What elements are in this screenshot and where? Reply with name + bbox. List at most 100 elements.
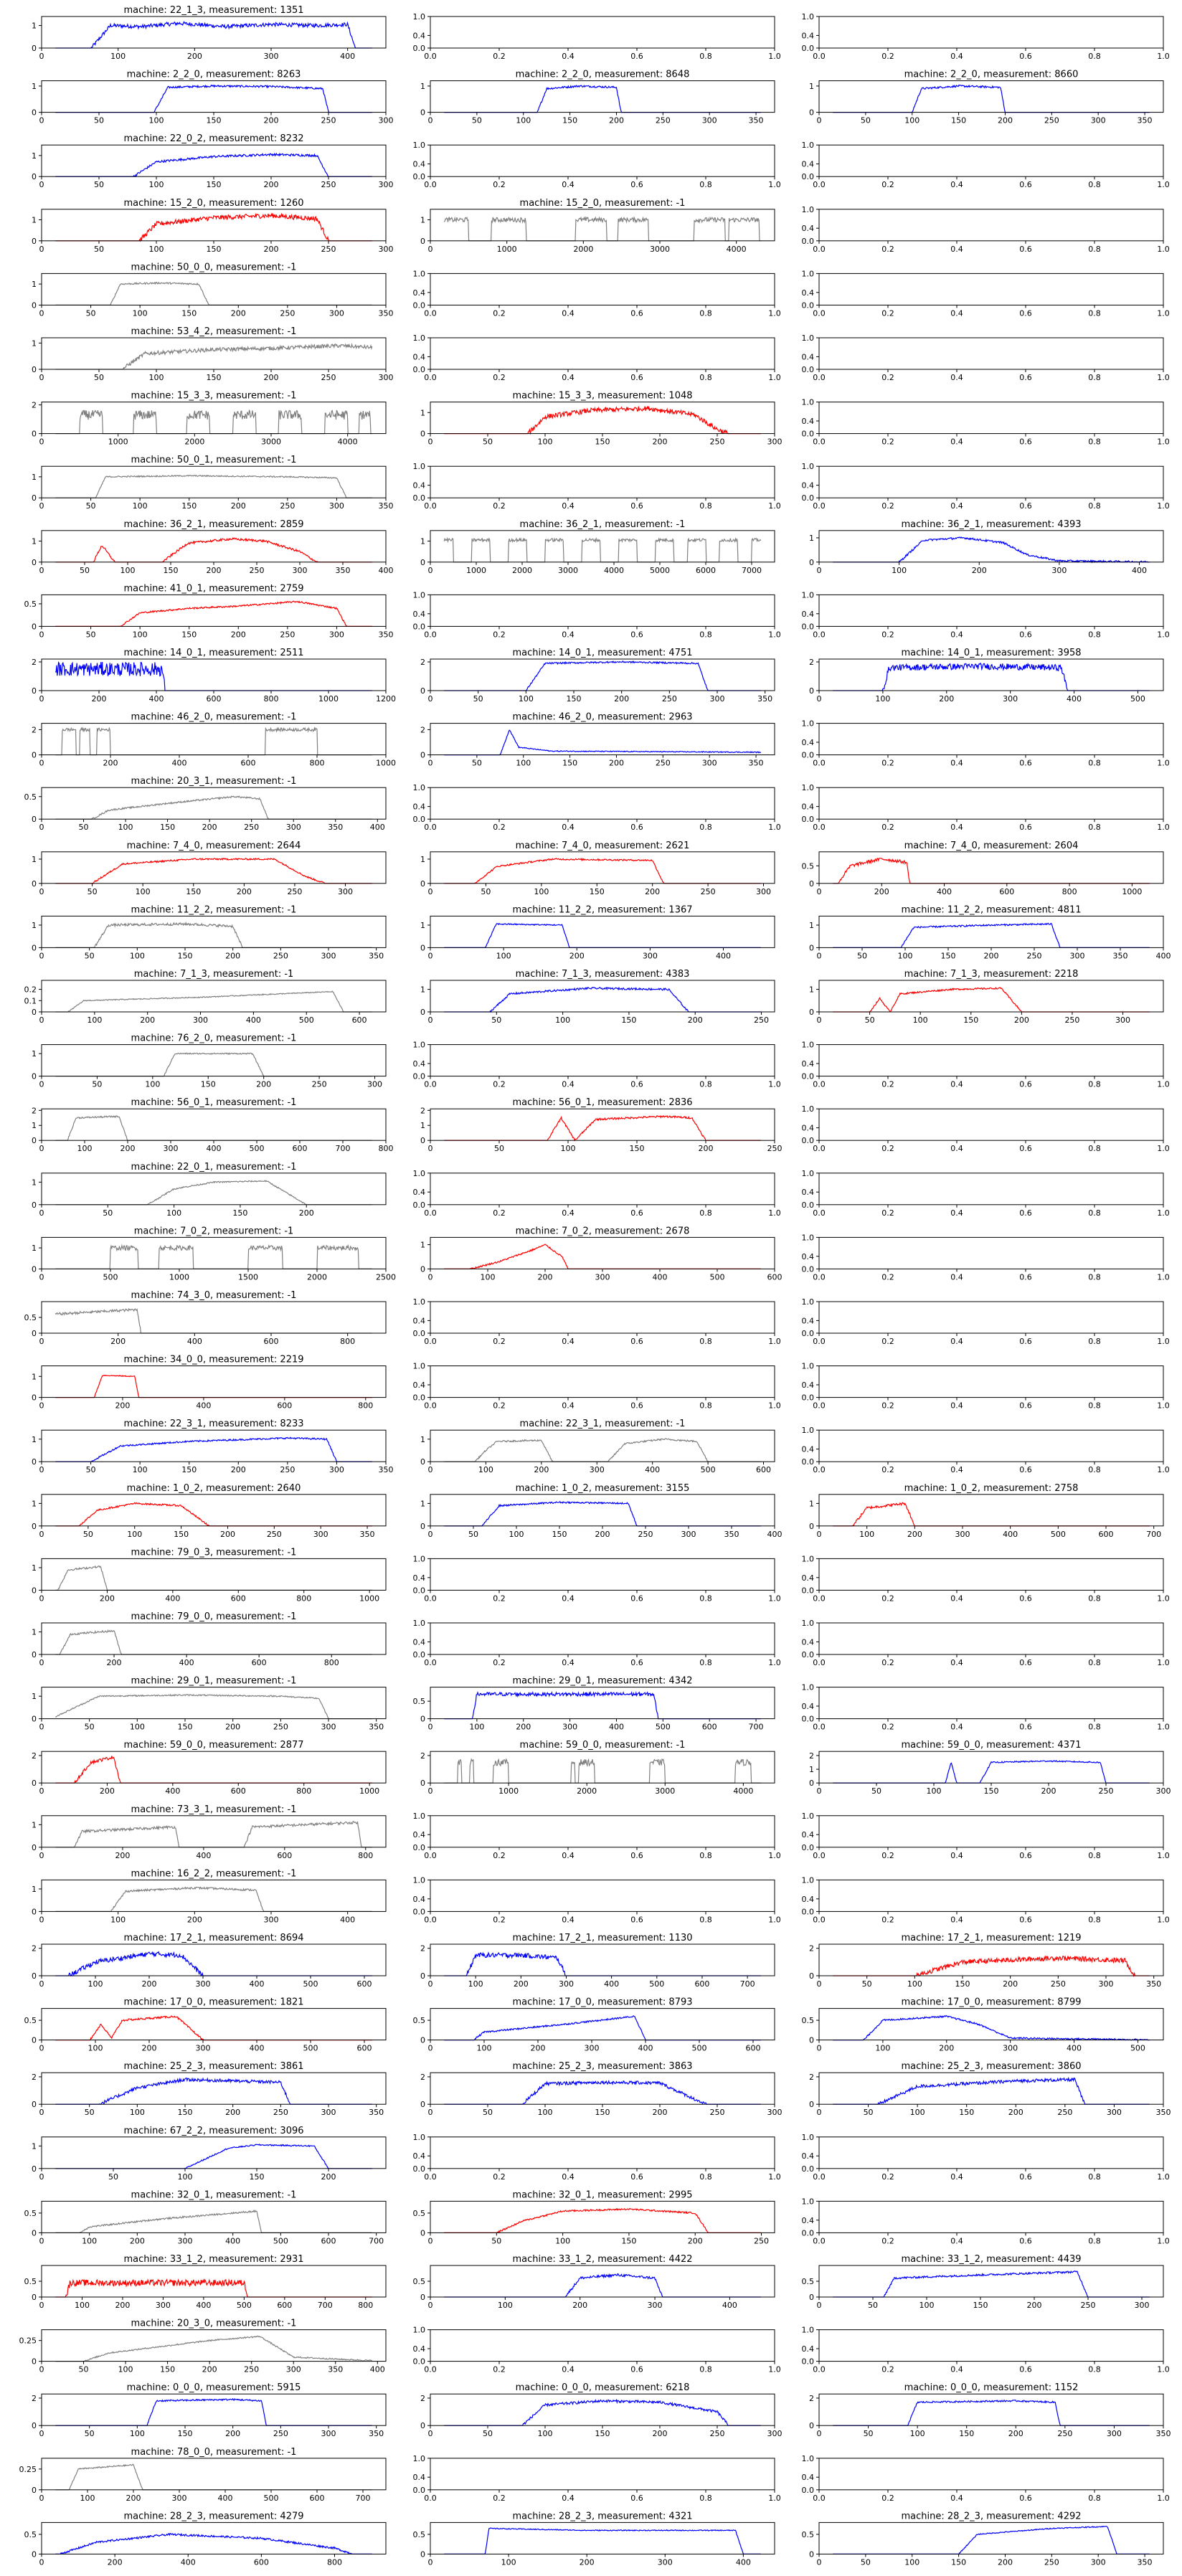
x-tick-label: 250 bbox=[1081, 2301, 1096, 2310]
x-tick-label: 100 bbox=[166, 1208, 181, 1218]
axes-frame bbox=[41, 2265, 387, 2298]
x-tick-label: 300 bbox=[367, 1080, 382, 1089]
x-tick-label: 0 bbox=[39, 437, 44, 447]
x-tick-label: 4000 bbox=[338, 437, 358, 447]
x-tick-label: 0.0 bbox=[424, 1401, 437, 1411]
x-tick-label: 1.0 bbox=[1157, 2172, 1170, 2182]
y-tick-label: 1.0 bbox=[802, 1233, 815, 1242]
axes-frame bbox=[430, 144, 775, 177]
x-tick-label: 100 bbox=[875, 2044, 890, 2053]
y-tick-label: 0.4 bbox=[413, 1316, 426, 1325]
x-tick-label: 200 bbox=[653, 437, 668, 447]
x-tick-label: 0 bbox=[39, 2236, 44, 2245]
x-tick-label: 150 bbox=[232, 1208, 247, 1218]
subplot: 0.0 0.2 0.4 0.6 0.8 1.0 0.0 0.4 1.0 bbox=[413, 1362, 781, 1411]
x-tick-label: 0.6 bbox=[1019, 1915, 1032, 1924]
y-tick-label: 1 bbox=[420, 985, 425, 995]
x-tick-label: 1.0 bbox=[768, 1337, 781, 1346]
series-line bbox=[55, 212, 372, 242]
x-tick-label: 400 bbox=[196, 1851, 211, 1860]
x-tick-label: 0.2 bbox=[881, 2236, 894, 2245]
x-tick-label: 50 bbox=[85, 2108, 95, 2117]
x-tick-label: 300 bbox=[1070, 951, 1085, 960]
x-tick-label: 50 bbox=[483, 2429, 493, 2438]
subplot: 0.0 0.2 0.4 0.6 0.8 1.0 0.0 0.4 1.0 bbox=[802, 1875, 1170, 1924]
x-tick-label: 0.4 bbox=[562, 308, 575, 318]
x-tick-label: 0.2 bbox=[493, 630, 506, 639]
x-tick-label: 600 bbox=[746, 2044, 761, 2053]
y-tick-label: 0 bbox=[809, 2100, 814, 2109]
x-tick-label: 200 bbox=[321, 2172, 336, 2182]
x-tick-label: 1.0 bbox=[1157, 245, 1170, 254]
x-tick-label: 0.6 bbox=[1019, 180, 1032, 189]
x-tick-label: 350 bbox=[757, 694, 772, 704]
axes-frame bbox=[41, 1301, 387, 1334]
y-tick-label: 2 bbox=[32, 2394, 37, 2403]
x-tick-label: 700 bbox=[369, 2236, 384, 2245]
y-tick-label: 1.0 bbox=[413, 1619, 426, 1628]
y-tick-label: 1 bbox=[420, 1121, 425, 1130]
y-tick-label: 0 bbox=[32, 2486, 37, 2495]
x-tick-label: 300 bbox=[196, 2044, 211, 2053]
x-tick-label: 200 bbox=[998, 116, 1013, 126]
x-tick-label: 0 bbox=[39, 630, 44, 639]
y-tick-label: 1.0 bbox=[802, 462, 815, 471]
y-tick-label: 0.4 bbox=[802, 1637, 815, 1647]
x-tick-label: 0 bbox=[428, 1979, 433, 1989]
subplot-title: machine: 7_0_2, measurement: 2678 bbox=[516, 1226, 690, 1236]
x-tick-label: 250 bbox=[244, 823, 259, 832]
x-tick-label: 0.2 bbox=[881, 1144, 894, 1153]
x-tick-label: 250 bbox=[321, 116, 336, 126]
axes-frame bbox=[430, 723, 775, 756]
y-tick-label: 1.0 bbox=[413, 12, 426, 22]
x-tick-label: 50 bbox=[491, 1015, 501, 1025]
x-tick-label: 350 bbox=[749, 116, 764, 126]
subplot-title: machine: 28_2_3, measurement: 4279 bbox=[123, 2511, 303, 2521]
y-tick-label: 0.0 bbox=[802, 237, 815, 246]
x-tick-label: 200 bbox=[609, 759, 624, 768]
x-tick-label: 400 bbox=[196, 2301, 211, 2310]
x-tick-label: 100 bbox=[133, 1465, 148, 1474]
x-tick-label: 150 bbox=[181, 308, 197, 318]
x-tick-label: 1.0 bbox=[1157, 373, 1170, 382]
x-tick-label: 200 bbox=[538, 1272, 553, 1282]
y-tick-label: 0.4 bbox=[802, 224, 815, 233]
x-tick-label: 0.6 bbox=[630, 2494, 643, 2503]
subplot-title: machine: 17_2_1, measurement: 1130 bbox=[512, 1933, 692, 1943]
x-tick-label: 800 bbox=[358, 1851, 373, 1860]
x-tick-label: 0 bbox=[817, 694, 822, 704]
x-tick-label: 0.2 bbox=[881, 437, 894, 447]
y-tick-label: 0.5 bbox=[24, 2277, 37, 2286]
x-tick-label: 150 bbox=[178, 2429, 193, 2438]
y-tick-label: 0 bbox=[420, 751, 425, 760]
subplot-title: machine: 28_2_3, measurement: 4292 bbox=[901, 2511, 1081, 2521]
x-tick-label: 100 bbox=[133, 308, 148, 318]
x-tick-label: 0.4 bbox=[950, 437, 963, 447]
y-tick-label: 0 bbox=[420, 2293, 425, 2302]
y-tick-label: 0 bbox=[32, 172, 37, 181]
x-tick-label: 300 bbox=[1003, 2044, 1018, 2053]
y-tick-label: 0 bbox=[32, 751, 37, 760]
x-tick-label: 350 bbox=[369, 2429, 384, 2438]
x-tick-label: 100 bbox=[534, 887, 549, 896]
x-tick-label: 0.4 bbox=[950, 1337, 963, 1346]
subplot-title: machine: 22_0_2, measurement: 8232 bbox=[123, 133, 303, 144]
y-tick-label: 0.0 bbox=[802, 300, 815, 310]
y-tick-label: 0 bbox=[32, 815, 37, 824]
x-tick-label: 0.0 bbox=[813, 501, 826, 511]
axes-frame bbox=[818, 1943, 1164, 1976]
x-tick-label: 0.2 bbox=[493, 501, 506, 511]
subplot: machine: 2_2_0, measurement: 8660 0 50 100 1… bbox=[809, 70, 1164, 126]
subplot-title: machine: 1_0_2, measurement: 2758 bbox=[904, 1483, 1079, 1494]
x-tick-label: 250 bbox=[321, 373, 336, 382]
x-tick-label: 0.4 bbox=[950, 759, 963, 768]
x-tick-label: 300 bbox=[648, 2301, 663, 2310]
x-tick-label: 0.8 bbox=[1088, 1401, 1101, 1411]
y-tick-label: 1.0 bbox=[413, 1169, 426, 1178]
y-tick-label: 2 bbox=[809, 2073, 814, 2082]
subplot-title: machine: 0_0_0, measurement: 6218 bbox=[516, 2382, 690, 2393]
y-tick-label: 1.0 bbox=[802, 2454, 815, 2463]
x-tick-label: 0.0 bbox=[424, 1080, 437, 1089]
y-tick-label: 0.0 bbox=[802, 751, 815, 760]
x-tick-label: 2000 bbox=[307, 1272, 327, 1282]
